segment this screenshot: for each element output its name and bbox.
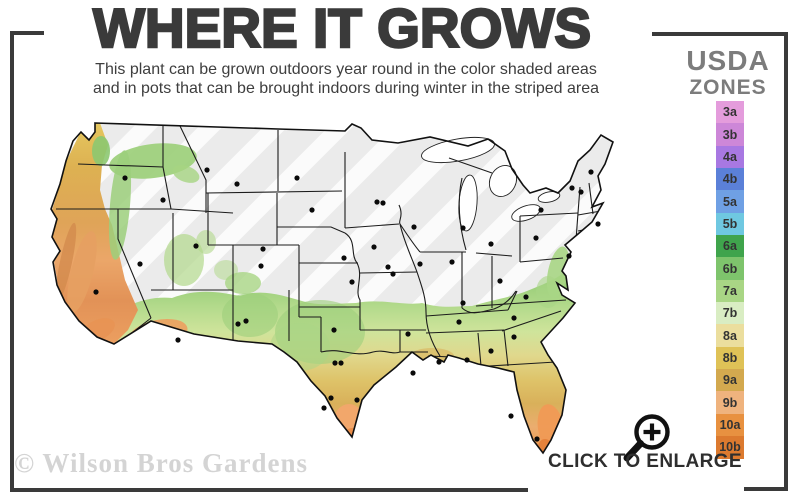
- legend-zone-swatch-8b: 8b: [716, 346, 744, 370]
- legend-zone-swatch-10a: 10a: [716, 413, 744, 437]
- subtitle-line-2: and in pots that can be brought indoors …: [92, 80, 600, 97]
- magnifier-plus-icon[interactable]: [612, 408, 676, 466]
- legend-zone-swatch-5b: 5b: [716, 212, 744, 236]
- legend-heading-usda: USDA: [686, 45, 770, 76]
- legend-zone-label: 6b: [722, 261, 738, 276]
- legend-zone-swatch-6b: 6b: [716, 257, 744, 280]
- legend-zone-label: 4b: [722, 172, 738, 187]
- legend-zone-label: 7b: [722, 306, 738, 321]
- subtitle: This plant can be grown outdoors year ro…: [28, 60, 664, 98]
- page-title: WHERE IT GROWS: [92, 0, 592, 60]
- legend-zone-label: 7a: [723, 283, 737, 298]
- frame-bottom-right-segment: [744, 487, 788, 491]
- legend-zone-swatch-4b: 4b: [716, 168, 744, 191]
- legend-zone-label: 5a: [723, 194, 737, 209]
- us-zone-map[interactable]: [40, 103, 672, 479]
- legend-zone-label: 9a: [723, 373, 737, 388]
- legend-zone-label: 10a: [719, 417, 741, 432]
- frame-right-border: [784, 32, 788, 491]
- frame-left-border: [10, 31, 14, 492]
- watermark: © Wilson Bros Gardens: [14, 448, 308, 478]
- legend-zone-swatch-6a: 6a: [716, 235, 744, 258]
- subtitle-line-1: This plant can be grown outdoors year ro…: [95, 61, 597, 78]
- frame-top-right-segment: [652, 32, 788, 36]
- legend-zone-swatch-9a: 9a: [716, 369, 744, 392]
- us-outline: [50, 122, 614, 455]
- legend-zone-swatch-7b: 7b: [716, 302, 744, 325]
- legend-zone-label: 3a: [723, 105, 737, 120]
- legend-zone-label: 9b: [722, 395, 738, 410]
- legend-zone-swatch-5a: 5a: [716, 190, 744, 213]
- legend-zone-swatch-3a: 3a: [716, 101, 744, 124]
- frame-top-left-segment: [10, 31, 44, 35]
- us-zone-map-image: [50, 122, 614, 455]
- legend-zone-label: 3b: [722, 127, 738, 142]
- legend-zone-swatch-8a: 8a: [716, 324, 744, 347]
- legend-zone-label: 4a: [723, 149, 737, 164]
- legend-zone-label: 8b: [722, 350, 738, 365]
- legend-zone-label: 5b: [722, 216, 738, 231]
- legend-zone-swatch-4a: 4a: [716, 145, 744, 169]
- city-dots: [93, 167, 601, 442]
- usda-zones-legend: 3a 3b 4a 4b 5a 5b 6a 6b 7a 7b 8a 8b 9a 9b 10a 10b: [716, 101, 744, 459]
- legend-zone-swatch-7a: 7a: [716, 279, 744, 303]
- click-to-enlarge-button[interactable]: CLICK TO ENLARGE: [548, 451, 742, 472]
- legend-zone-swatch-9b: 9b: [716, 391, 744, 414]
- legend-zone-label: 8a: [723, 328, 737, 343]
- legend-heading-zones: ZONES: [689, 76, 767, 99]
- legend-zone-swatch-3b: 3b: [716, 123, 744, 146]
- legend-zone-label: 10b: [719, 440, 741, 455]
- frame-bottom-left-segment: [10, 488, 528, 492]
- legend-zone-label: 6a: [723, 239, 737, 254]
- legend-zone-swatch-10b: 10b: [716, 436, 744, 459]
